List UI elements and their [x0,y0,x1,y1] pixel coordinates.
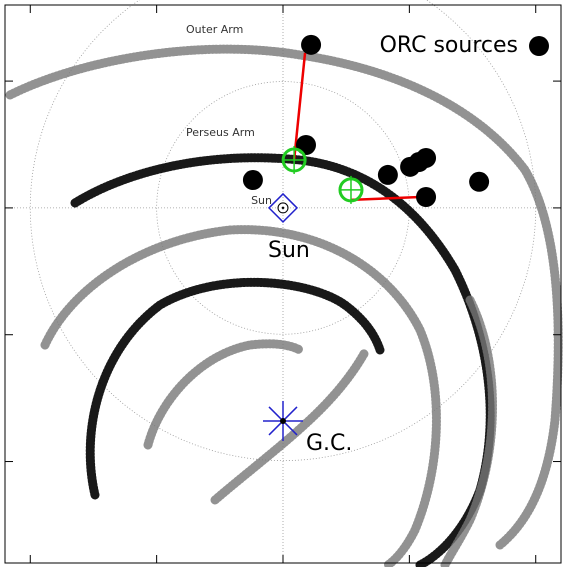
spiral-arms [10,49,558,565]
orc-source [416,187,436,207]
gc-dot [280,418,286,424]
orc-source [469,172,489,192]
annotation: Sun [268,238,310,263]
legend-label: ORC sources [380,33,518,58]
legend-marker [529,36,549,56]
orc-source [378,165,398,185]
annotation: G.C. [306,431,352,456]
orc-source [296,135,316,155]
bar [215,352,365,500]
annotation: Sun [251,194,272,207]
annotation: Perseus Arm [186,126,255,139]
inner-gray-arm [148,344,300,445]
page: {"chart_data": { "type": "scatter", "xli… [0,0,566,567]
chart: Outer Arm Perseus Arm Sun Sun G.C. ORC source… [0,0,566,567]
orc-source [301,35,321,55]
orc-source [416,148,436,168]
motion-vector [351,197,420,200]
orc-source [243,170,263,190]
annotation: Outer Arm [186,23,243,36]
sun-symbol [282,207,284,209]
